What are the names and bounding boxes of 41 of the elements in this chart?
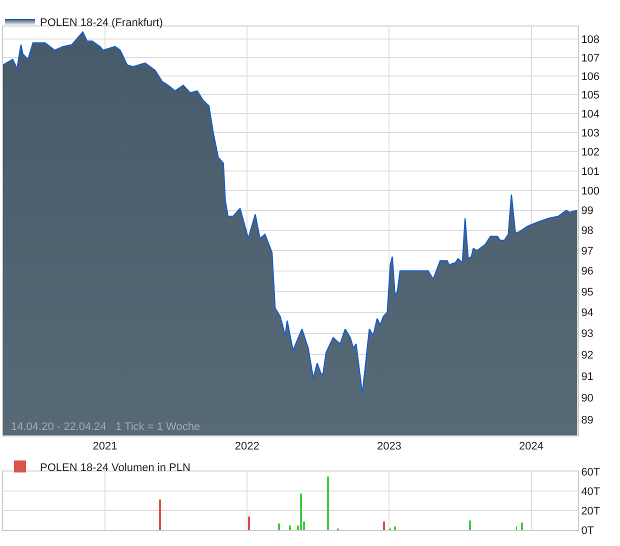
y-tick-label: 94 — [581, 307, 594, 320]
y-tick-label: 93 — [581, 328, 594, 340]
y-tick-label: 104 — [581, 108, 600, 120]
y-tick-label: 89 — [581, 414, 594, 427]
y-tick-label: 105 — [581, 89, 600, 102]
bar — [383, 522, 385, 530]
y-tick-label: 40T — [581, 486, 600, 498]
y-tick-label: 60T — [581, 466, 600, 478]
y-tick-label: 101 — [581, 166, 600, 178]
bar — [300, 494, 302, 530]
y-tick-label: 103 — [581, 127, 600, 140]
bar — [327, 476, 329, 530]
x-tick-label: 2021 — [92, 440, 118, 453]
y-tick-label: 95 — [581, 286, 594, 298]
y-tick-label: 96 — [581, 266, 594, 278]
y-tick-label: 0T — [581, 525, 594, 538]
bar — [469, 520, 471, 530]
bar — [394, 526, 396, 530]
y-tick-label: 20T — [581, 505, 600, 518]
legend-label: POLEN 18-24 Volumen in PLN — [40, 462, 190, 474]
y-tick-label: 91 — [581, 370, 594, 383]
x-tick-label: 2023 — [376, 440, 402, 453]
y-tick-label: 100 — [581, 185, 600, 198]
bar — [289, 526, 291, 530]
x-tick-label: 2022 — [234, 440, 260, 453]
y-tick-label: 98 — [581, 225, 594, 238]
bar — [278, 524, 280, 530]
x-tick-label: 2024 — [519, 440, 544, 453]
bar — [159, 500, 161, 530]
bar — [248, 516, 250, 530]
y-tick-label: 92 — [581, 349, 594, 362]
annotation: 14.04.20 - 22.04.24 1 Tick = 1 Woche — [11, 421, 200, 433]
y-tick-label: 99 — [581, 205, 594, 218]
bar — [521, 522, 523, 530]
y-tick-label: 90 — [581, 392, 594, 405]
legend-label: POLEN 18-24 (Frankfurt) — [40, 16, 163, 29]
y-tick-label: 107 — [581, 52, 600, 64]
y-tick-label: 102 — [581, 146, 600, 158]
y-tick-label: 97 — [581, 245, 594, 258]
y-tick-label: 108 — [581, 34, 600, 46]
y-tick-label: 106 — [581, 70, 600, 83]
